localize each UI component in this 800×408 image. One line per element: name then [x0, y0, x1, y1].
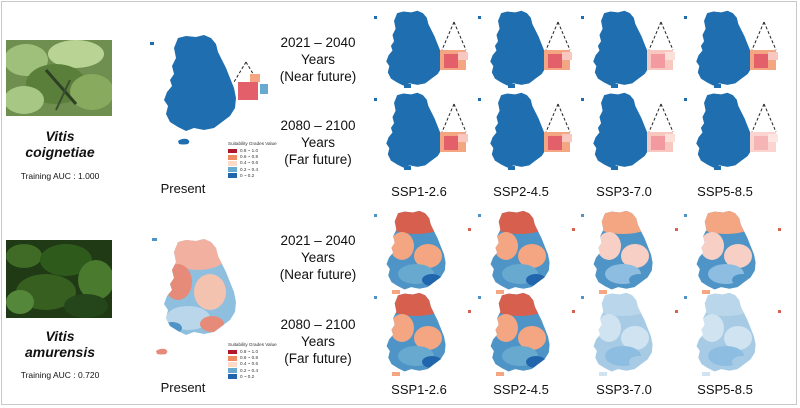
period-label: 2080 – 2100 Years (Far future) [280, 317, 356, 366]
scenario-map-amurensis-0-3 [684, 210, 781, 294]
ssp-label: SSP5-8.5 [697, 184, 753, 199]
legend-item: 0.2 ~ 0.4 [228, 167, 277, 173]
legend-title: Suitability Grades Value [228, 141, 277, 146]
scenario-map-coignetiae-1-0 [374, 92, 468, 170]
legend-item: 0.8 ~ 1.0 [228, 148, 277, 154]
scenario-map-coignetiae-0-2 [581, 10, 675, 88]
scenario-map-amurensis-1-2 [581, 292, 678, 376]
scenario-map-coignetiae-0-0 [374, 10, 468, 88]
legend-item: 0.4 ~ 0.6 [228, 361, 277, 367]
legend-item: 0.6 ~ 0.8 [228, 154, 277, 160]
vitis-amurensis-photo [6, 240, 112, 318]
period-label: 2021 – 2040 Years (Near future) [279, 233, 357, 282]
legend: Suitability Grades Value 0.8 ~ 1.0 0.6 ~… [228, 141, 277, 179]
legend-title: Suitability Grades Value [228, 342, 277, 347]
ssp-label: SSP1-2.6 [391, 184, 447, 199]
scenario-map-amurensis-1-1 [478, 292, 575, 376]
legend: Suitability Grades Value 0.8 ~ 1.0 0.6 ~… [228, 342, 277, 380]
legend-item: 0 ~ 0.2 [228, 374, 277, 380]
ssp-label: SSP3-7.0 [596, 382, 652, 397]
scenario-map-coignetiae-1-2 [581, 92, 675, 170]
ssp-label: SSP5-8.5 [697, 382, 753, 397]
present-inset-coignetiae [233, 61, 268, 100]
scenario-map-coignetiae-0-3 [684, 10, 778, 88]
legend-item: 0.6 ~ 0.8 [228, 355, 277, 361]
legend-item: 0.4 ~ 0.6 [228, 160, 277, 166]
scenario-map-amurensis-1-3 [684, 292, 781, 376]
ssp-label: SSP2-4.5 [493, 184, 549, 199]
scenario-map-coignetiae-1-1 [478, 92, 572, 170]
ssp-label: SSP1-2.6 [391, 382, 447, 397]
scenario-map-amurensis-1-0 [374, 292, 471, 376]
scenario-map-amurensis-0-0 [374, 210, 471, 294]
ssp-label: SSP2-4.5 [493, 382, 549, 397]
species-name: Vitis coignetiae [25, 128, 95, 160]
species-name: Vitis amurensis [24, 328, 96, 360]
legend-item: 0 ~ 0.2 [228, 173, 277, 179]
period-label: 2021 – 2040 Years (Near future) [279, 35, 357, 84]
legend-item: 0.8 ~ 1.0 [228, 349, 277, 355]
present-label: Present [160, 380, 206, 395]
scenario-map-coignetiae-0-1 [478, 10, 572, 88]
present-map-coignetiae [150, 35, 236, 145]
training-auc: Training AUC : 0.720 [20, 370, 100, 380]
vitis-coignetiae-photo [6, 40, 112, 116]
scenario-map-amurensis-0-1 [478, 210, 575, 294]
present-map-amurensis [152, 238, 236, 355]
period-label: 2080 – 2100 Years (Far future) [280, 118, 356, 167]
present-label: Present [160, 181, 206, 196]
training-auc: Training AUC : 1.000 [20, 171, 100, 181]
scenario-map-coignetiae-1-3 [684, 92, 778, 170]
legend-item: 0.2 ~ 0.4 [228, 368, 277, 374]
ssp-label: SSP3-7.0 [596, 184, 652, 199]
scenario-map-amurensis-0-2 [581, 210, 678, 294]
